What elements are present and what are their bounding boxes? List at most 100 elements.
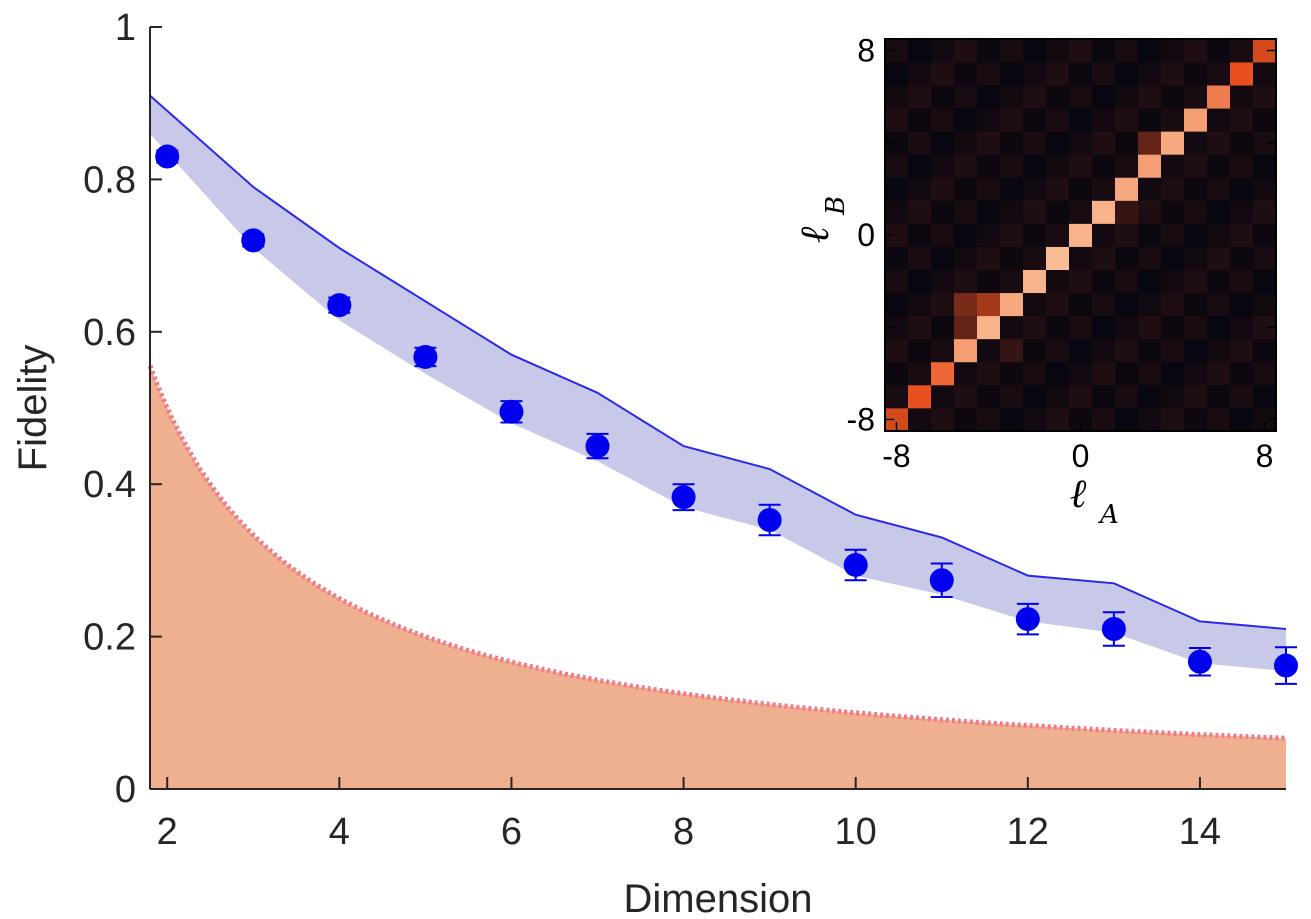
heatmap-cell [1023, 200, 1047, 224]
heatmap-cell [1253, 200, 1277, 224]
heatmap-cell [931, 338, 955, 363]
heatmap-cell [1115, 177, 1139, 201]
heatmap-cell [1023, 269, 1047, 294]
heatmap-cell [1000, 407, 1024, 432]
heatmap-cell [1092, 223, 1116, 247]
heatmap-cell [1161, 108, 1185, 132]
heatmap-cell [1092, 108, 1116, 132]
y-tick-label: 0 [115, 769, 136, 811]
y-tick-label: 0.8 [83, 159, 136, 201]
heatmap-cell [1161, 39, 1185, 63]
heatmap-cell [1069, 85, 1093, 109]
heatmap-cell [908, 200, 932, 224]
data-point [585, 434, 610, 459]
heatmap-cell [931, 269, 955, 294]
heatmap-cell [1161, 384, 1185, 409]
heatmap-cell [954, 338, 978, 363]
heatmap-cell [1092, 85, 1116, 109]
heatmap-cell [908, 361, 932, 386]
heatmap-cell [1069, 246, 1093, 270]
heatmap-cell [1253, 85, 1277, 109]
heatmap-cell [908, 315, 932, 340]
classical-limit-area [150, 365, 1286, 789]
heatmap-cell [977, 85, 1001, 109]
heatmap-cell [931, 85, 955, 109]
heatmap-cell [1115, 407, 1139, 432]
heatmap-cell [1023, 407, 1047, 432]
heatmap-cell [1138, 177, 1162, 201]
heatmap-cell [1138, 39, 1162, 63]
heatmap-cell [977, 292, 1001, 317]
heatmap-cell [1138, 154, 1162, 178]
heatmap-cell [1069, 338, 1093, 363]
heatmap-cell [885, 407, 909, 432]
heatmap-cell [1115, 338, 1139, 363]
heatmap-cell [1115, 223, 1139, 247]
heatmap-cell [885, 39, 909, 63]
heatmap-cell [885, 315, 909, 340]
heatmap-cell [1161, 361, 1185, 386]
heatmap-cell [1069, 39, 1093, 63]
heatmap-cell [1023, 131, 1047, 155]
heatmap-cell [908, 407, 932, 432]
heatmap-cell [1115, 315, 1139, 340]
heatmap-cell [1115, 200, 1139, 224]
heatmap-cell [908, 39, 932, 63]
heatmap-cell [1161, 62, 1185, 86]
inset-y-axis-title-group: ℓB [792, 196, 851, 243]
heatmap-cell [1046, 154, 1070, 178]
heatmap-cell [1184, 269, 1208, 294]
heatmap-cell [885, 131, 909, 155]
heatmap-cell [1069, 200, 1093, 224]
heatmap-cell [1046, 292, 1070, 317]
heatmap-cell [908, 154, 932, 178]
heatmap-cell [1000, 384, 1024, 409]
heatmap-cell [1253, 223, 1277, 247]
inset-y-tick-label: 8 [857, 33, 875, 69]
heatmap-cell [1046, 200, 1070, 224]
heatmap-cell [1023, 108, 1047, 132]
heatmap-cell [1230, 39, 1254, 63]
heatmap-cell [1000, 177, 1024, 201]
heatmap-cell [1000, 39, 1024, 63]
heatmap-cell [1023, 246, 1047, 270]
heatmap-cell [1253, 269, 1277, 294]
y-axis-title: Fidelity [11, 345, 55, 472]
heatmap-cell [1046, 62, 1070, 86]
heatmap-cell [1092, 361, 1116, 386]
heatmap-cell [954, 361, 978, 386]
heatmap-cell [954, 269, 978, 294]
heatmap-cell [1046, 407, 1070, 432]
heatmap-cell [977, 131, 1001, 155]
heatmap-cell [977, 62, 1001, 86]
heatmap-cell [1115, 361, 1139, 386]
heatmap-cell [1138, 315, 1162, 340]
heatmap-cell [1092, 338, 1116, 363]
heatmap-cell [1046, 85, 1070, 109]
heatmap-cell [1046, 108, 1070, 132]
x-tick-label: 6 [501, 811, 522, 853]
heatmap-cell [908, 85, 932, 109]
heatmap-cell [954, 39, 978, 63]
heatmap-cell [1046, 246, 1070, 270]
heatmap-cell [977, 154, 1001, 178]
x-tick-label: 2 [157, 811, 178, 853]
heatmap-cell [1092, 407, 1116, 432]
heatmap-cell [977, 200, 1001, 224]
heatmap-cell [1115, 108, 1139, 132]
heatmap-cell [908, 62, 932, 86]
heatmap-cell [1138, 131, 1162, 155]
heatmap-cell [1115, 154, 1139, 178]
x-tick-label: 12 [1007, 811, 1049, 853]
heatmap-cell [1184, 200, 1208, 224]
heatmap-cell [1184, 131, 1208, 155]
heatmap-cell [1207, 361, 1231, 386]
heatmap-cell [1138, 292, 1162, 317]
heatmap-cell [1230, 62, 1254, 86]
heatmap-cell [885, 177, 909, 201]
data-point [843, 552, 868, 577]
heatmap-cell [977, 384, 1001, 409]
heatmap-cell [954, 62, 978, 86]
heatmap-cell [1138, 200, 1162, 224]
data-point [155, 144, 180, 169]
